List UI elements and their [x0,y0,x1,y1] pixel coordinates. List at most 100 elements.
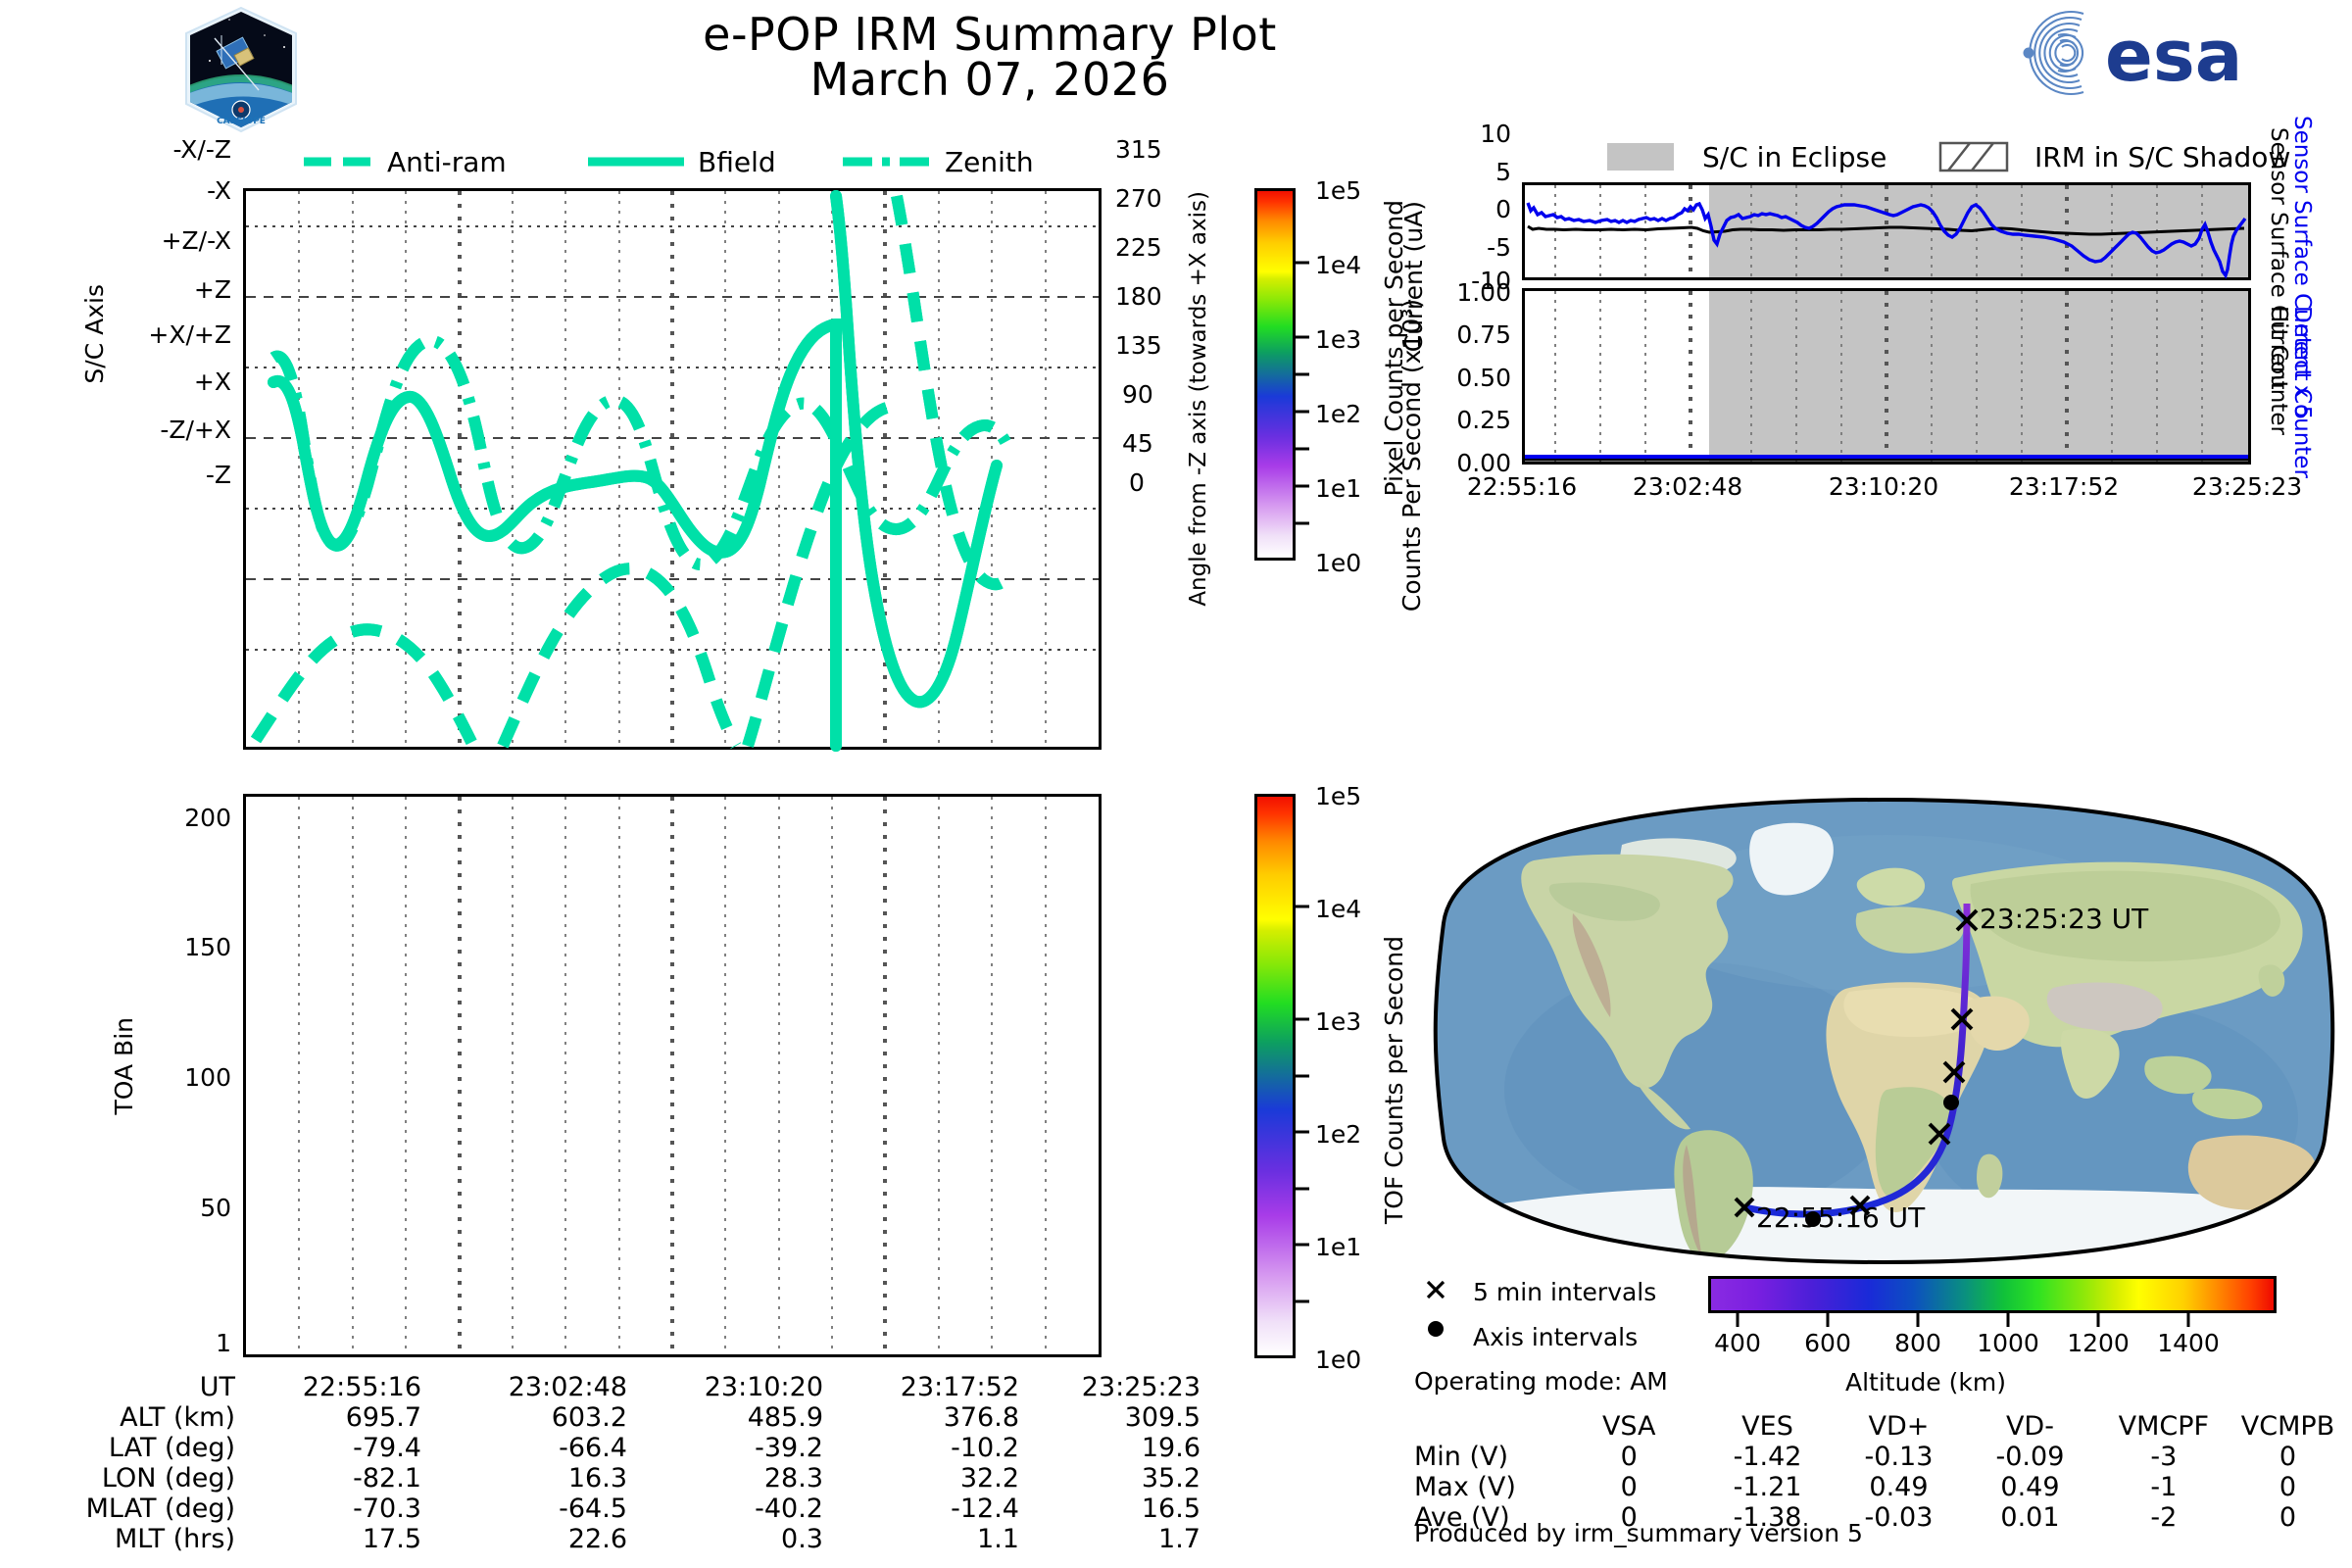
tof-cb-tick-4: 1e1 [1315,1233,1362,1261]
sc-axis-ytick-7: -Z [205,461,231,489]
right-xtick-2: 23:10:20 [1828,472,1939,501]
current-ytick-0: 10 [1480,120,1511,148]
row-label: Ave (V) [1414,1502,1510,1533]
column-header: VMCPF [2118,1411,2210,1442]
legend-label-eclipse: S/C in Eclipse [1702,141,1887,173]
row-label: Min (V) [1414,1442,1509,1472]
cell: 0.3 [781,1524,823,1554]
tof-counts-colorbar [1254,794,1296,1358]
pixel-cb-tick-4: 1e1 [1315,474,1362,503]
altitude-colorbar-ticks [1708,1313,2277,1329]
cell: 0 [1620,1502,1638,1533]
altitude-colorbar-label: Altitude (km) [1845,1368,2006,1396]
sc-axis-ytick-right-5: 90 [1122,380,1153,409]
tof-cb-tick-2: 1e3 [1315,1007,1362,1036]
cell: 603.2 [551,1402,627,1433]
esa-logo: esa [1999,6,2323,100]
table-row: Min (V) 0 -1.42 -0.13 -0.09 -3 0 [1414,1442,2345,1472]
cell: 22.6 [567,1524,627,1554]
pixel-counts-colorbar [1254,188,1296,561]
sc-axis-ytick-5: +X [193,368,231,396]
eclipse-shade-region [1709,291,2248,462]
counts-right-label-blue: Detect Counter [2289,306,2315,478]
cell: 1.1 [977,1524,1019,1554]
pixel-colorbar-ticks [1296,188,1311,561]
right-xtick-4: 23:25:23 [2191,472,2303,501]
operating-mode: Operating mode: AM [1414,1367,1668,1396]
cell: 0 [2278,1502,2297,1533]
row-label: ALT (km) [120,1402,235,1433]
tof-cb-tick-3: 1e2 [1315,1120,1362,1149]
map-legend-label-axis: Axis intervals [1473,1323,1639,1351]
sc-axis-right-label: Angle from -Z axis (towards +X axis) [1186,191,1211,607]
ephemeris-table: UT 22:55:16 23:02:48 23:10:20 23:17:52 2… [59,1372,1215,1554]
current-ytick-2: 0 [1495,195,1511,223]
column-header: VD- [2005,1411,2054,1442]
cell: 0 [2278,1442,2297,1472]
toa-ytick-0: 200 [184,804,231,832]
right-xtick-3: 23:17:52 [2008,472,2120,501]
legend-label-bfield: Bfield [698,146,776,178]
current-right-label-black: Sensor Surface Current [2266,127,2291,390]
sc-axis-ytick-3: +Z [193,275,231,304]
cell: -1.38 [1733,1502,1802,1533]
alt-cb-tick-3: 1000 [1977,1329,2039,1357]
cell: 1.7 [1158,1524,1200,1554]
cell: 376.8 [943,1402,1019,1433]
esa-logo-label: esa [2105,15,2242,97]
cell: -1.21 [1733,1472,1802,1502]
cell: -70.3 [353,1494,421,1524]
cell: -1.42 [1733,1442,1802,1472]
map-end-label: 23:25:23 UT [1980,903,2149,935]
cell: 28.3 [763,1463,823,1494]
row-label: MLAT (deg) [85,1494,235,1524]
sc-axis-ytick-right-3: 180 [1115,282,1162,311]
sc-axis-ytick-4: +X/+Z [148,320,231,349]
ground-track-axis-dots [1805,1095,1959,1227]
counts-plot [1522,288,2251,465]
sc-axis-ytick-right-6: 45 [1122,429,1153,458]
cell: 23:10:20 [704,1372,823,1402]
column-header: VES [1741,1411,1793,1442]
map-legend-label-5min: 5 min intervals [1473,1278,1657,1306]
cell: -0.13 [1864,1442,1934,1472]
sc-axis-ylabel: S/C Axis [80,284,109,384]
counts-ytick-0: 1.00 [1456,278,1511,307]
table-row: Max (V) 0 -1.21 0.49 0.49 -1 0 [1414,1472,2345,1502]
toa-ytick-4: 1 [216,1329,231,1357]
sc-axis-ytick-right-2: 225 [1115,233,1162,262]
counts-ytick-2: 0.50 [1456,364,1511,392]
cell: 23:02:48 [508,1372,627,1402]
cell: 485.9 [747,1402,823,1433]
sc-axis-ytick-0: -X/-Z [172,135,231,164]
page-title: e-POP IRM Summary Plot [703,8,1277,61]
cell: -10.2 [951,1433,1019,1463]
sc-axis-ytick-right-4: 135 [1115,331,1162,360]
counts-ytick-4: 0.00 [1456,449,1511,477]
tof-colorbar-ticks [1296,794,1311,1358]
legend-label-anti-ram: Anti-ram [387,146,507,178]
tof-cb-tick-1: 1e4 [1315,895,1362,923]
right-xtick-1: 23:02:48 [1632,472,1743,501]
toa-ytick-2: 100 [184,1063,231,1092]
alt-cb-tick-2: 800 [1894,1329,1941,1357]
map-start-label: 22:55:16 UT [1756,1201,1926,1234]
header-blank [1414,1411,1557,1442]
legend-label-shadow: IRM in S/C Shadow [2034,141,2291,173]
cell: 695.7 [345,1402,421,1433]
toa-ytick-3: 50 [200,1194,231,1222]
toa-bin-plot [243,794,1102,1357]
sc-axis-ytick-2: +Z/-X [161,226,231,255]
ground-track-markers [1734,908,1979,1218]
pixel-cb-tick-5: 1e0 [1315,549,1362,577]
counts-ytick-1: 0.75 [1456,320,1511,349]
alt-cb-tick-1: 600 [1804,1329,1851,1357]
pixel-cb-tick-2: 1e3 [1315,325,1362,354]
cell: -0.03 [1864,1502,1934,1533]
cell: 16.5 [1141,1494,1200,1524]
row-label: UT [199,1372,235,1402]
cell: 17.5 [362,1524,421,1554]
column-header: VSA [1601,1411,1656,1442]
column-header: VCMPB [2240,1411,2335,1442]
dot-marker-icon [1428,1321,1444,1337]
